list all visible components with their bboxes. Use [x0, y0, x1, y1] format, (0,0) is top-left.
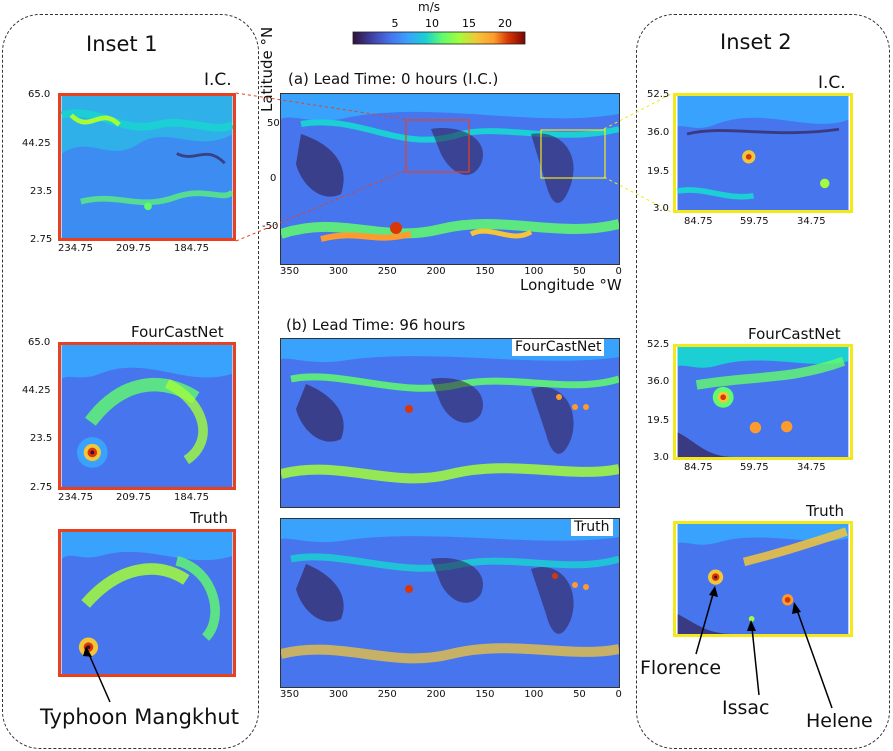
inset1-ytick: 44.25	[22, 138, 51, 149]
inset1-xtick: 234.75	[58, 492, 93, 503]
inset1-xtick: 184.75	[174, 492, 209, 503]
inset2-ytick: 36.0	[647, 127, 670, 138]
panel-a-xtick: 0	[615, 266, 622, 277]
inset2-xtick: 59.75	[740, 216, 769, 227]
inset2-xtick: 34.75	[797, 216, 826, 227]
inset2-truth-map	[673, 521, 853, 637]
panel-a-xtick: 100	[524, 266, 544, 277]
panel-b-title: (b) Lead Time: 96 hours	[286, 316, 466, 334]
panel-b-xtick: 50	[573, 689, 586, 700]
inset1-xtick: 234.75	[58, 243, 93, 254]
helene-label: Helene	[806, 710, 873, 732]
inset1-ytick: 23.5	[30, 186, 53, 197]
panel-b-fcn-map	[280, 338, 620, 508]
inset2-ytick: 3.0	[653, 452, 669, 463]
typhoon-arrow	[83, 646, 111, 703]
inset2-fcn-map	[673, 344, 853, 460]
panel-b-xtick: 200	[426, 689, 446, 700]
inset2-ytick: 3.0	[653, 203, 669, 214]
panel-a-ytick: -50	[262, 221, 279, 232]
inset2-ytick: 36.0	[647, 376, 670, 387]
panel-b-truth-label: Truth	[571, 519, 613, 536]
colorbar: 5 10 15 20	[352, 18, 526, 45]
panel-b-xtick: 350	[280, 689, 300, 700]
inset2-fcn-label: FourCastNet	[748, 325, 841, 343]
colorbar-tick: 20	[498, 18, 512, 30]
panel-b-fcn-label: FourCastNet	[512, 339, 605, 356]
inset1-container	[2, 14, 259, 749]
inset2-xtick: 59.75	[740, 462, 769, 473]
issac-label: Issac	[722, 697, 770, 719]
typhoon-label: Typhoon Mangkhut	[40, 705, 239, 729]
inset1-xtick: 209.75	[116, 243, 151, 254]
inset1-fcn-map	[58, 342, 236, 490]
inset2-ic-label: I.C.	[818, 73, 846, 93]
inset2-title: Inset 2	[720, 30, 792, 54]
panel-a-ytick: 50	[267, 118, 280, 129]
panel-a-xtick: 300	[328, 266, 348, 277]
panel-a-xtick: 200	[426, 266, 446, 277]
inset2-truth-label: Truth	[806, 502, 845, 520]
inset1-xtick: 209.75	[116, 492, 151, 503]
panel-a-xlabel: Longitude °W	[520, 276, 622, 294]
inset2-ytick: 19.5	[647, 415, 670, 426]
inset2-xtick: 34.75	[797, 462, 826, 473]
panel-a-xtick: 150	[475, 266, 495, 277]
panel-b-xtick: 250	[377, 689, 397, 700]
inset1-ic-label: I.C.	[204, 70, 232, 90]
colorbar-tick: 10	[425, 18, 439, 30]
panel-a-ytick: 0	[270, 173, 277, 184]
colorbar-unit: m/s	[418, 0, 440, 14]
inset2-ic-map	[673, 93, 853, 213]
colorbar-tick: 5	[392, 18, 399, 30]
panel-a-xtick: 250	[377, 266, 397, 277]
inset1-ytick: 2.75	[30, 234, 53, 245]
inset1-title: Inset 1	[86, 32, 158, 56]
inset2-xtick: 84.75	[684, 216, 713, 227]
panel-b-xtick: 100	[524, 689, 544, 700]
inset1-ytick: 23.5	[30, 433, 53, 444]
inset1-truth-map	[58, 529, 236, 677]
inset2-xtick: 84.75	[684, 462, 713, 473]
inset1-fcn-label: FourCastNet	[131, 323, 224, 341]
inset2-ytick: 52.5	[647, 89, 670, 100]
inset1-xtick: 184.75	[174, 243, 209, 254]
inset1-truth-label: Truth	[190, 509, 229, 527]
inset1-ytick: 2.75	[30, 482, 53, 493]
inset2-ytick: 52.5	[647, 339, 670, 350]
inset2-container	[636, 14, 890, 749]
inset1-ytick: 65.0	[28, 89, 51, 100]
colorbar-tick: 15	[462, 18, 476, 30]
panel-a-xtick: 50	[573, 266, 586, 277]
panel-b-xtick: 150	[475, 689, 495, 700]
panel-a-title: (a) Lead Time: 0 hours (I.C.)	[288, 70, 499, 88]
inset1-ic-map	[58, 93, 236, 241]
florence-label: Florence	[640, 657, 722, 679]
inset1-ytick: 44.25	[22, 385, 51, 396]
panel-a-ylabel: Latitude °N	[258, 26, 276, 112]
panel-b-truth-map	[280, 518, 620, 688]
inset1-ytick: 65.0	[28, 337, 51, 348]
panel-b-xtick: 0	[615, 689, 622, 700]
panel-a-map	[280, 93, 620, 265]
panel-a-xticks: 350 300 250 200 150 100 50 0	[280, 266, 622, 277]
panel-b-xticks: 350 300 250 200 150 100 50 0	[280, 689, 622, 700]
inset2-ytick: 19.5	[647, 166, 670, 177]
panel-a-xtick: 350	[280, 266, 300, 277]
panel-b-xtick: 300	[328, 689, 348, 700]
